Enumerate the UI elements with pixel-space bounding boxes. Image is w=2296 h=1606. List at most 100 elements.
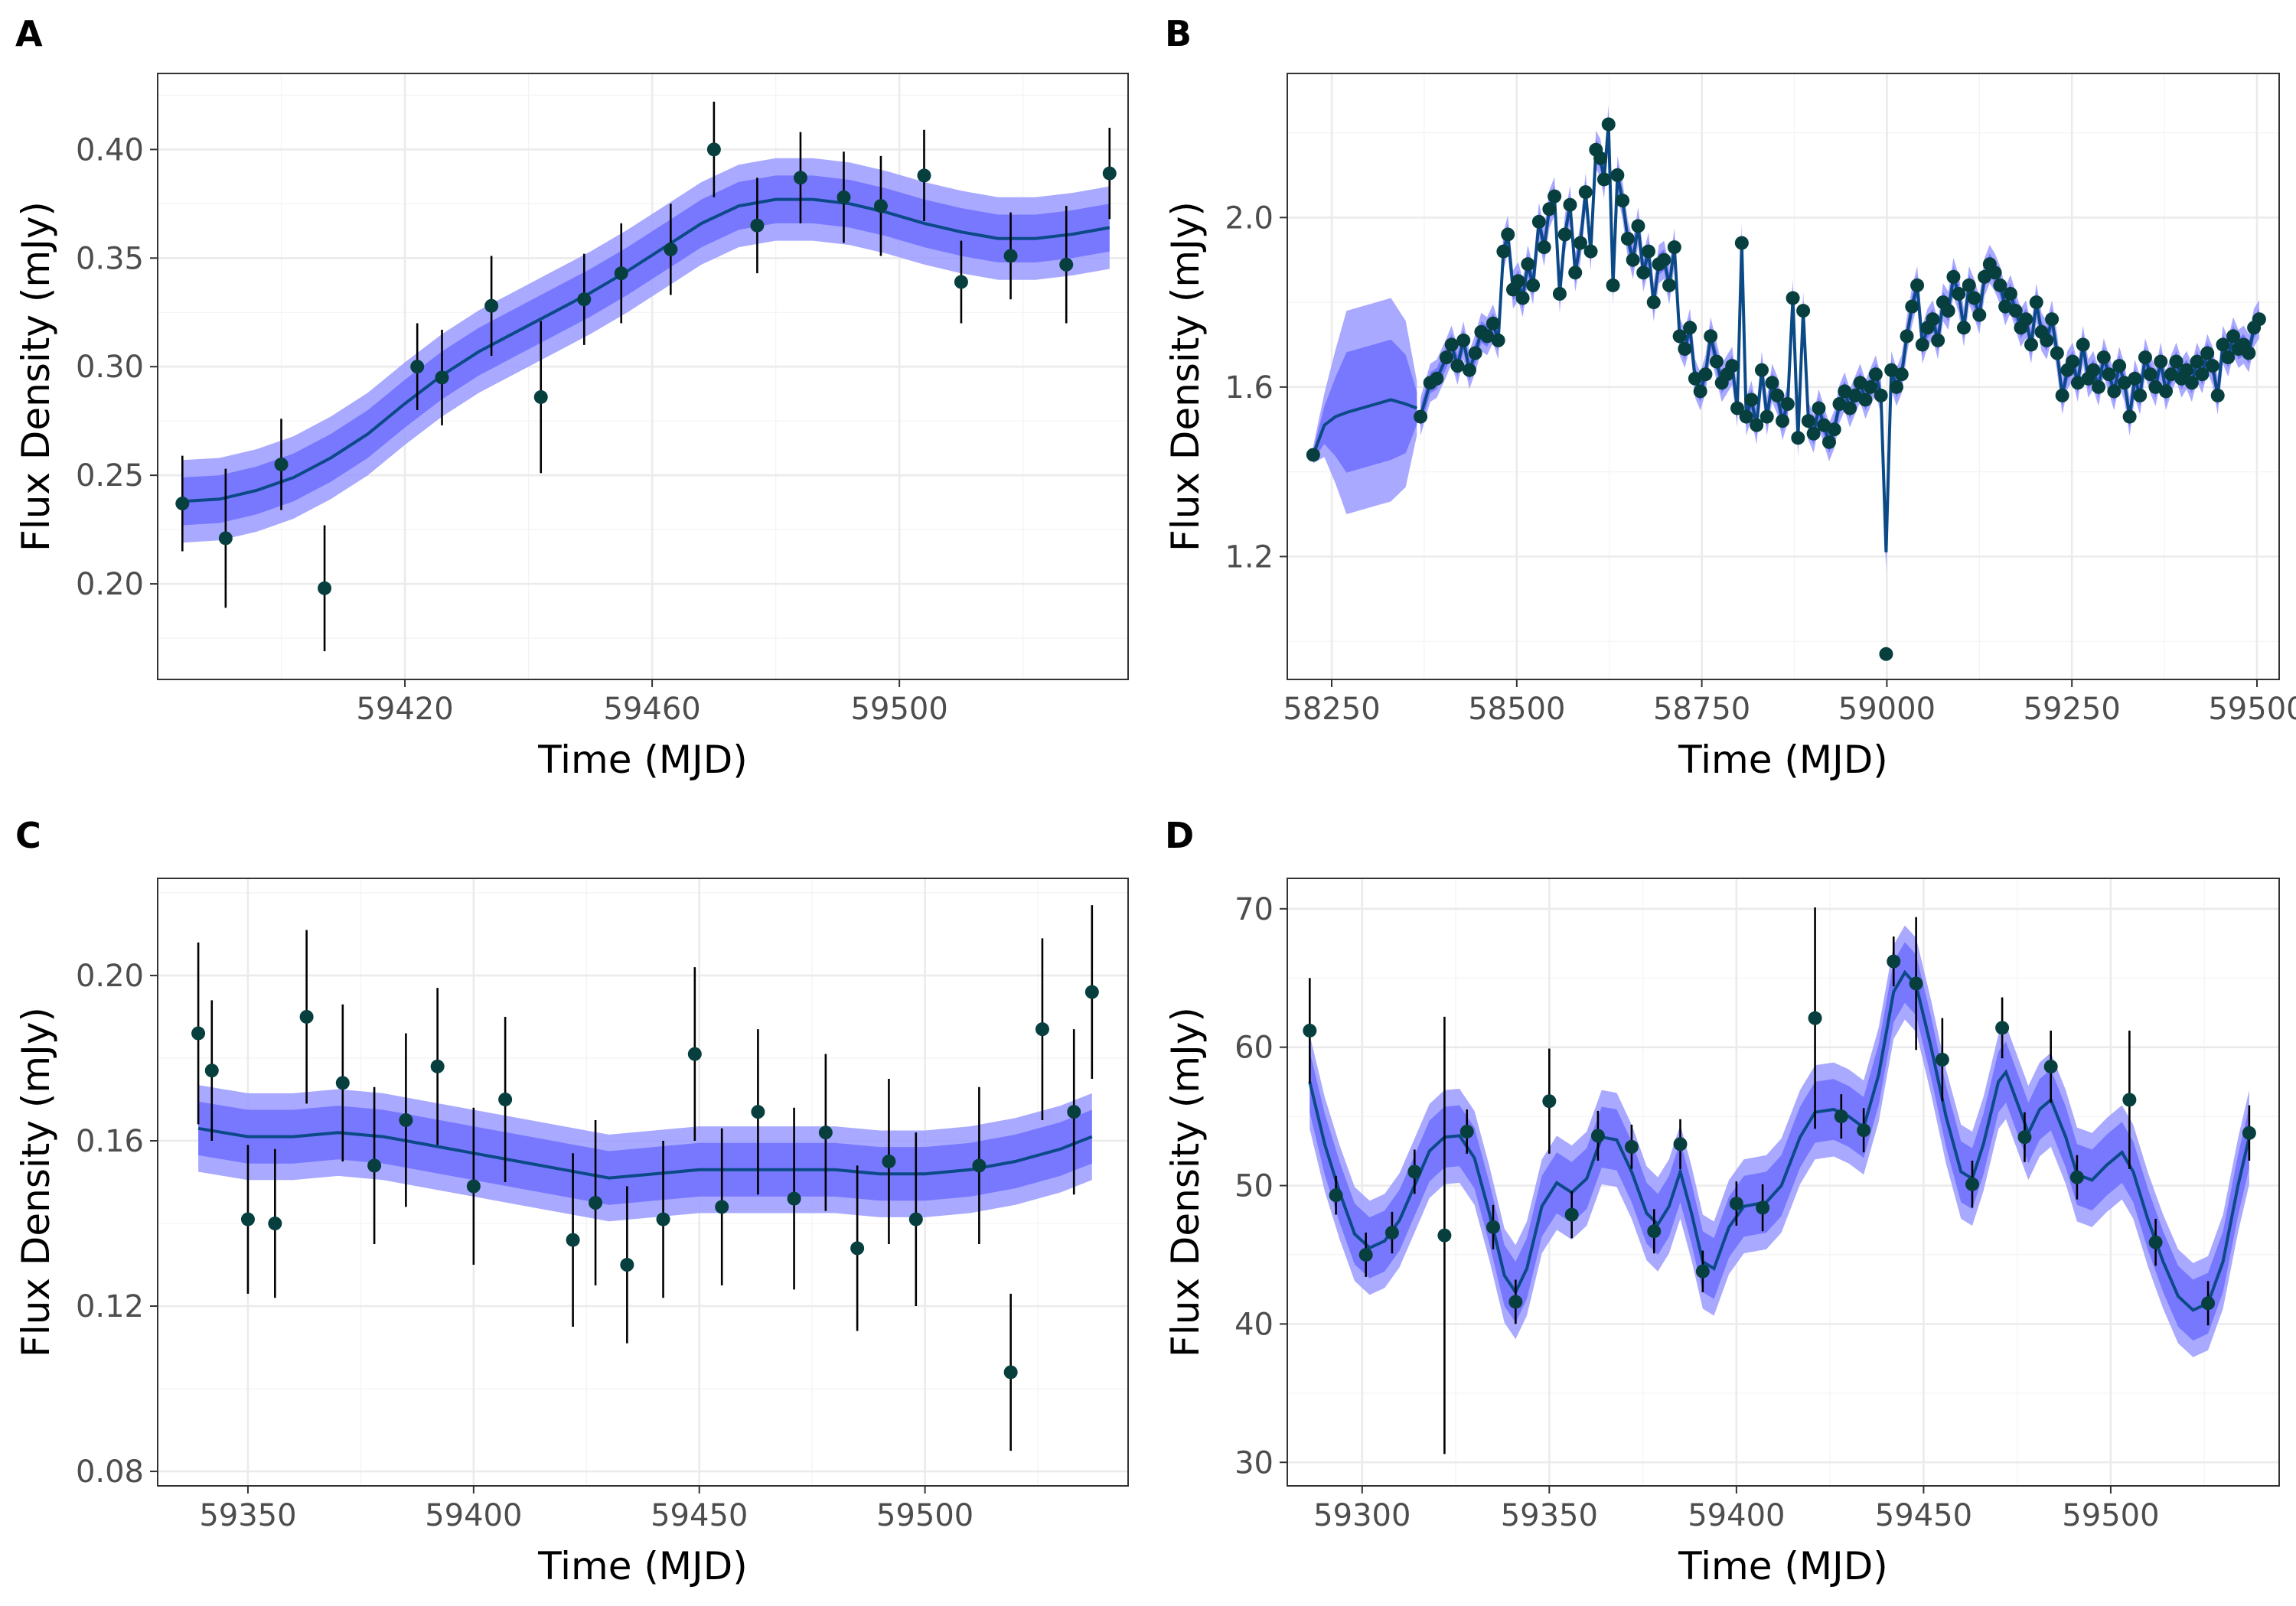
data-point [299, 1009, 314, 1024]
data-point [1667, 240, 1681, 255]
y-tick-label: 0.20 [76, 567, 144, 602]
x-tick-label: 58750 [1653, 692, 1750, 727]
data-point [1972, 308, 1987, 322]
data-point [268, 1217, 282, 1231]
data-point [2112, 359, 2127, 373]
data-point [1884, 363, 1899, 377]
plot-content [1303, 907, 2256, 1455]
inner-confidence-band [182, 175, 1110, 526]
data-point [687, 1047, 702, 1061]
data-point [1967, 291, 1981, 305]
data-point [2169, 354, 2183, 369]
y-axis-title: Flux Density (mJy) [14, 201, 58, 552]
data-point [1704, 329, 1718, 344]
data-point [2055, 388, 2069, 402]
data-point [2003, 287, 2017, 301]
data-point [1035, 1022, 1049, 1037]
data-point [2008, 304, 2023, 318]
data-point [1573, 236, 1587, 250]
data-point [2221, 350, 2236, 365]
data-point [2117, 376, 2131, 390]
data-point [1515, 291, 1530, 305]
data-point [1537, 240, 1551, 255]
y-tick-label: 0.08 [76, 1455, 144, 1490]
data-point [1796, 304, 1811, 318]
y-axis-title: Flux Density (mJy) [1163, 1007, 1208, 1357]
data-point [2069, 1170, 2084, 1184]
data-point [1593, 151, 1608, 165]
data-point [1827, 422, 1841, 437]
data-point [1329, 1188, 1343, 1203]
data-point [2128, 371, 2142, 386]
data-point [706, 142, 721, 157]
x-tick-label: 59500 [851, 692, 948, 727]
data-point [2029, 295, 2043, 310]
y-tick-label: 1.2 [1225, 539, 1274, 575]
data-point [335, 1076, 350, 1090]
data-point [850, 1241, 865, 1256]
data-point [2184, 376, 2199, 390]
y-axis-title: Flux Density (mJy) [14, 1007, 58, 1357]
y-tick-label: 40 [1234, 1307, 1274, 1342]
y-tick-label: 60 [1234, 1031, 1274, 1066]
data-point [566, 1233, 580, 1247]
data-point [1780, 397, 1795, 411]
data-point [240, 1212, 255, 1226]
data-point [1439, 350, 1453, 365]
inner-confidence-band [198, 1101, 1092, 1205]
data-point [1821, 435, 1836, 449]
data-point [1998, 299, 2013, 314]
data-point [2195, 367, 2210, 382]
data-point [1631, 219, 1645, 233]
data-point [1450, 359, 1465, 373]
data-point [2024, 337, 2038, 352]
x-tick-label: 59450 [651, 1498, 748, 1533]
data-point [1590, 1129, 1605, 1143]
x-axis-title: Time (MJD) [1678, 1544, 1888, 1588]
data-point [1480, 329, 1495, 344]
data-point [1430, 371, 1444, 386]
x-axis-title: Time (MJD) [537, 1544, 748, 1588]
data-point [1508, 1295, 1523, 1309]
data-point [954, 275, 968, 289]
x-tick-label: 59500 [876, 1498, 974, 1533]
data-point [218, 531, 233, 546]
data-point [1564, 1207, 1579, 1222]
data-point [1688, 371, 1702, 386]
data-point [1003, 249, 1018, 263]
panel-d: D 59300 59350 59400 59450 59500 30 40 50 60 70 Time… [1163, 815, 2280, 1588]
data-point [1683, 321, 1698, 335]
y-tick-label: 30 [1234, 1445, 1274, 1481]
data-point [1102, 166, 1117, 181]
data-point [1812, 401, 1826, 415]
data-point [1817, 418, 1831, 432]
data-point [1563, 197, 1577, 212]
data-point [1459, 1124, 1474, 1139]
data-point [1583, 244, 1598, 259]
data-point [2252, 312, 2266, 327]
panels: A 59420 59460 59500 0.20 0.25 0.30 0.35 0.40 Time… [14, 13, 2296, 1588]
data-point [1832, 397, 1847, 411]
data-point [1843, 401, 1857, 415]
x-tick-label: 59350 [199, 1498, 296, 1533]
data-point [2086, 363, 2101, 377]
data-point [318, 581, 332, 595]
data-point [1646, 295, 1661, 310]
x-tick-label: 59500 [2208, 692, 2296, 727]
data-point [917, 168, 931, 183]
data-point [1673, 1137, 1688, 1152]
panel-b: B 58250 58500 58750 59000 59250 59500 1.2 1.6 2.0… [1163, 13, 2296, 782]
y-tick-label: 0.25 [76, 458, 144, 494]
data-point [837, 190, 851, 204]
data-point [1620, 232, 1635, 246]
data-point [1808, 1011, 1822, 1025]
data-point [1414, 409, 1428, 424]
data-point [1931, 333, 1945, 347]
data-point [2019, 312, 2033, 327]
data-point [1756, 1200, 1770, 1215]
data-point [1868, 367, 1883, 382]
data-point [1978, 269, 1992, 284]
data-point [1557, 227, 1572, 242]
data-point [1744, 393, 1759, 407]
data-point [1952, 287, 1966, 301]
